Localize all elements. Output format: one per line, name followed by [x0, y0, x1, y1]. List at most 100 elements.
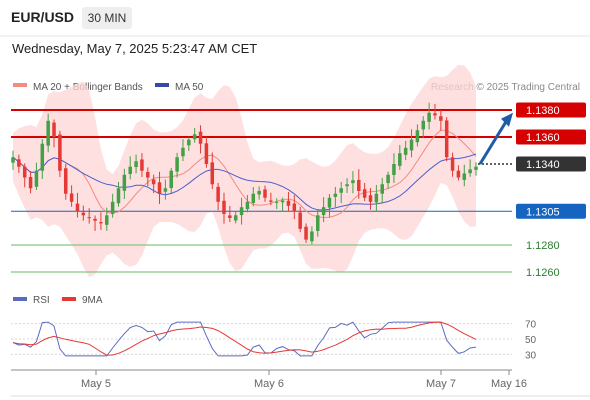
candle-body: [87, 217, 91, 219]
candle: [345, 178, 349, 193]
candle-body: [216, 186, 220, 202]
candle: [444, 117, 449, 162]
candle-body: [269, 200, 273, 202]
level-badge-1.1360: [516, 129, 586, 145]
candle-body: [192, 134, 197, 140]
candle: [327, 194, 332, 218]
candle-body: [99, 222, 103, 224]
candle: [28, 170, 33, 194]
candle-body: [222, 200, 226, 214]
bollinger-legend-swatch: [13, 83, 27, 87]
time-tick-label: May 6: [254, 378, 284, 390]
candle-body: [456, 170, 461, 178]
candle-body: [433, 113, 437, 116]
candle-body: [444, 120, 449, 158]
candle-body: [181, 147, 185, 157]
candle: [368, 188, 373, 210]
candle-body: [450, 157, 455, 171]
time-tick-label: May 16: [491, 378, 527, 390]
candle: [157, 171, 162, 204]
candle: [239, 197, 244, 225]
candle-body: [58, 134, 62, 171]
candle-body: [128, 166, 132, 175]
timeframe-badge[interactable]: 30 MIN: [82, 7, 132, 29]
rsi-tick-30: 30: [525, 350, 537, 361]
candle-body: [398, 153, 402, 166]
candle-body: [233, 215, 238, 221]
ma20-line: [12, 129, 477, 219]
candle: [474, 162, 478, 176]
candle-body: [286, 200, 291, 206]
rsi-legend-label: RSI: [33, 295, 50, 306]
forecast-arrow: [478, 112, 513, 165]
bollinger-band-area: [13, 64, 476, 278]
candle-body: [427, 112, 431, 122]
candle: [427, 102, 431, 130]
chart-header: EUR/USD 30 MIN: [0, 0, 590, 38]
time-tick-label: May 7: [426, 378, 456, 390]
candle-body: [280, 200, 285, 203]
candle: [409, 129, 414, 158]
candle-body: [462, 173, 467, 180]
candle: [333, 186, 338, 207]
level-badge-1.1305: [516, 203, 586, 219]
candle: [321, 197, 326, 223]
level-labels: 1.1380 1.1360 1.1340 1.1305 1.1280 1.1260: [516, 102, 586, 279]
candle-body: [274, 201, 279, 203]
candle-body: [105, 215, 109, 225]
candle-body: [28, 177, 33, 189]
level-label-1.1305: 1.1305: [526, 206, 560, 218]
candle: [433, 103, 437, 120]
candle: [362, 182, 367, 202]
rsi-ma-line: [12, 321, 477, 356]
candle-body: [474, 166, 478, 170]
candle: [122, 168, 127, 199]
candle: [386, 171, 390, 189]
candle: [81, 205, 86, 221]
candle-body: [175, 157, 179, 172]
candle: [351, 171, 355, 194]
candle-body: [63, 168, 68, 194]
rsi-tick-70: 70: [525, 320, 537, 331]
candle: [110, 193, 115, 218]
candle-body: [46, 120, 50, 146]
candle-body: [34, 170, 39, 187]
candle: [40, 139, 45, 179]
candle: [222, 192, 226, 224]
candle: [292, 195, 297, 220]
candle: [403, 140, 408, 161]
candle-body: [75, 203, 80, 212]
candle-body: [22, 166, 27, 178]
candle-body: [134, 161, 138, 168]
candle: [99, 212, 103, 230]
rsi-legend-swatch: [13, 297, 27, 301]
candle-body: [69, 193, 74, 202]
candle-body: [163, 188, 168, 192]
candle-body: [351, 180, 355, 184]
ma50-line: [12, 153, 477, 211]
candle-body: [362, 189, 367, 198]
timestamp: Wednesday, May 7, 2025 5:23:47 AM CET: [12, 41, 258, 56]
candle: [245, 195, 250, 213]
candle: [374, 184, 379, 212]
candle-body: [93, 218, 97, 221]
candle: [187, 136, 191, 151]
candle: [257, 186, 261, 200]
candle-body: [257, 191, 261, 195]
rsi-panel: 70 50 30: [11, 320, 537, 361]
candle-body: [228, 215, 232, 218]
time-tick-label: May 5: [81, 378, 111, 390]
candle: [204, 136, 209, 168]
candle: [339, 181, 343, 204]
candle: [456, 165, 461, 181]
candle-body: [327, 197, 332, 208]
candle-body: [17, 159, 21, 167]
candle: [251, 187, 256, 207]
candle-body: [169, 170, 173, 189]
candle: [163, 179, 168, 200]
candle-body: [392, 164, 396, 175]
candle-body: [40, 143, 45, 171]
candle: [146, 167, 150, 187]
candles: [11, 102, 478, 245]
